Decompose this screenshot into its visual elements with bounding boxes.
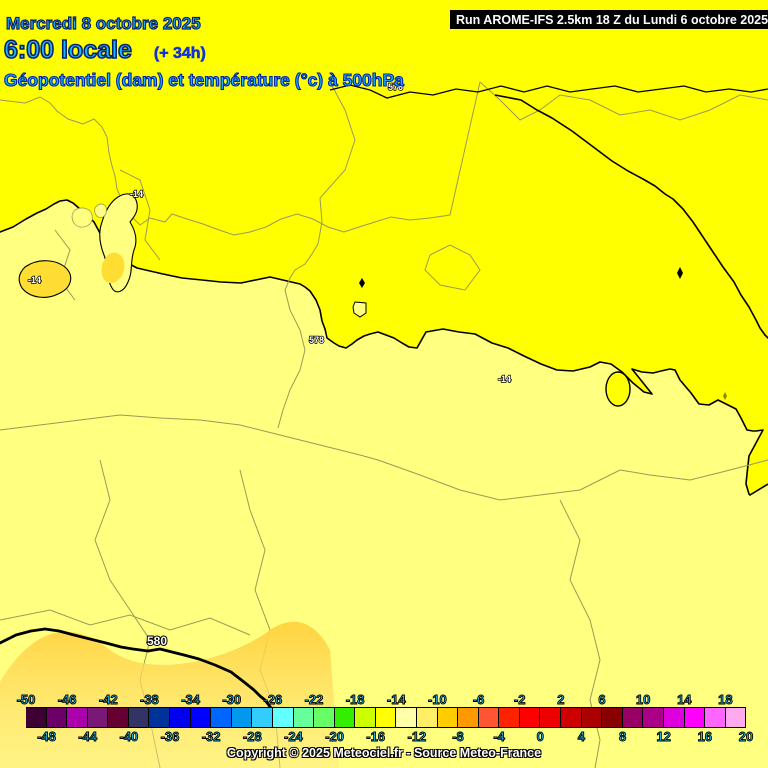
- svg-text:578: 578: [309, 335, 324, 345]
- svg-text:-14: -14: [28, 275, 41, 285]
- svg-text:-14: -14: [498, 374, 511, 384]
- svg-text:-14: -14: [130, 189, 143, 199]
- svg-text:580: 580: [147, 634, 167, 648]
